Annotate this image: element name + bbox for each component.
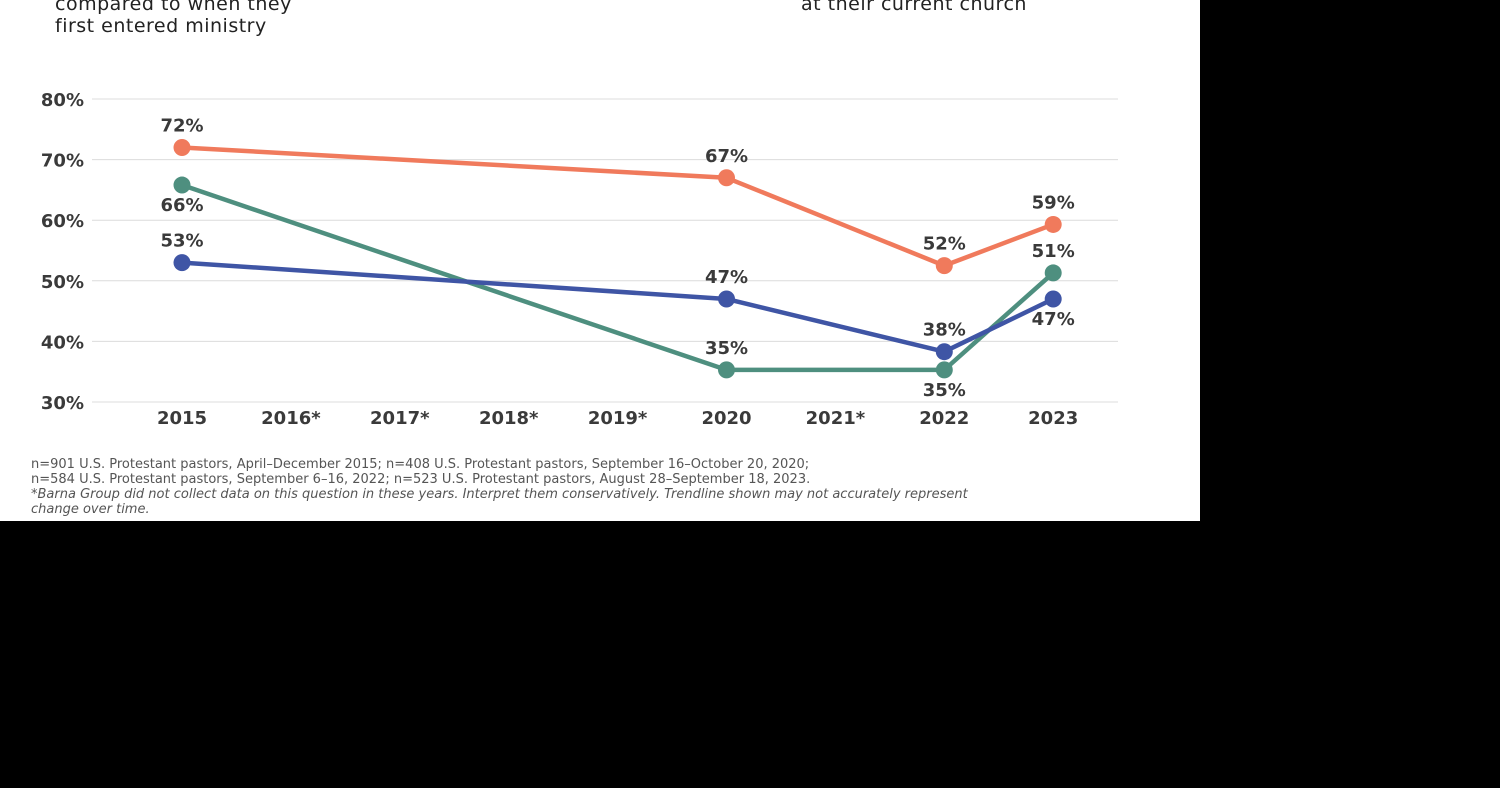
- data-point: [935, 257, 953, 275]
- data-point: [173, 176, 191, 194]
- data-labels: 72% 67% 52% 59% 66% 35% 35% 51% 53% 47% 38% 47%: [160, 115, 1074, 400]
- x-tick-label: 2015: [157, 408, 207, 429]
- legend-left-caption: compared to when they first entered mini…: [55, 0, 292, 37]
- data-label: 72%: [160, 115, 203, 136]
- footnotes: n=901 U.S. Protestant pastors, April–Dec…: [31, 457, 1131, 517]
- data-point: [718, 169, 735, 187]
- footnote-disclaimer: *Barna Group did not collect data on thi…: [31, 487, 968, 502]
- data-point: [718, 361, 735, 379]
- data-point: [173, 138, 191, 156]
- x-tick-label: 2017*: [370, 408, 430, 429]
- footnote-sample-1: n=901 U.S. Protestant pastors, April–Dec…: [31, 457, 810, 472]
- gridlines: [92, 98, 1118, 403]
- series-3: [173, 254, 1062, 361]
- x-tick-label: 2023: [1028, 408, 1078, 429]
- y-axis-ticks: 30% 40% 50% 60% 70% 80%: [41, 90, 84, 414]
- data-point: [1044, 215, 1062, 233]
- data-point: [718, 290, 735, 308]
- series-group: [173, 138, 1062, 379]
- data-label: 47%: [705, 267, 748, 288]
- line-chart: 30%40%50%60%70%80% 2015 2016* 2017* 2018* 20…: [41, 90, 1118, 429]
- data-label: 38%: [923, 320, 966, 341]
- x-tick-label: 2021*: [806, 408, 866, 429]
- data-point: [1044, 290, 1062, 308]
- x-tick-label: 2018*: [479, 408, 539, 429]
- data-point: [1044, 264, 1062, 282]
- y-tick-label: 70%: [41, 151, 84, 172]
- series-line: [179, 260, 1056, 354]
- data-label: 52%: [923, 234, 966, 255]
- data-label: 67%: [705, 146, 748, 167]
- legend-right-line: at their current church: [801, 0, 1027, 15]
- data-point: [173, 254, 191, 272]
- y-tick-label: 60%: [41, 211, 84, 232]
- data-label: 53%: [160, 231, 203, 252]
- y-tick-label: 40%: [41, 332, 84, 353]
- x-tick-label: 2016*: [261, 408, 321, 429]
- footnote-disclaimer-cont: change over time.: [31, 502, 150, 517]
- x-tick-label: 2022: [919, 408, 969, 429]
- y-tick-label: 30%: [41, 393, 84, 414]
- chart-panel: compared to when they first entered mini…: [0, 0, 1200, 521]
- legend-left-line: compared to when they: [55, 0, 292, 15]
- legend-right-caption: at their current church: [801, 0, 1027, 15]
- data-point: [935, 343, 953, 361]
- data-label: 35%: [923, 380, 966, 401]
- x-axis-ticks: 2015 2016* 2017* 2018* 2019* 2020 2021* 2022 202…: [157, 408, 1078, 429]
- data-label: 35%: [705, 338, 748, 359]
- series-2: [173, 176, 1062, 379]
- x-tick-label: 2019*: [588, 408, 648, 429]
- data-label: 51%: [1032, 241, 1075, 262]
- series-1: [173, 138, 1062, 275]
- data-point: [935, 361, 953, 379]
- data-label: 47%: [1032, 309, 1075, 330]
- legend-left-line: first entered ministry: [55, 15, 267, 37]
- y-tick-label: 50%: [41, 272, 84, 293]
- data-label: 66%: [160, 195, 203, 216]
- y-tick-label: 80%: [41, 90, 84, 111]
- data-label: 59%: [1032, 192, 1075, 213]
- footnote-sample-2: n=584 U.S. Protestant pastors, September…: [31, 472, 811, 487]
- series-line: [179, 145, 1056, 268]
- series-line: [179, 182, 1056, 373]
- x-tick-label: 2020: [701, 408, 751, 429]
